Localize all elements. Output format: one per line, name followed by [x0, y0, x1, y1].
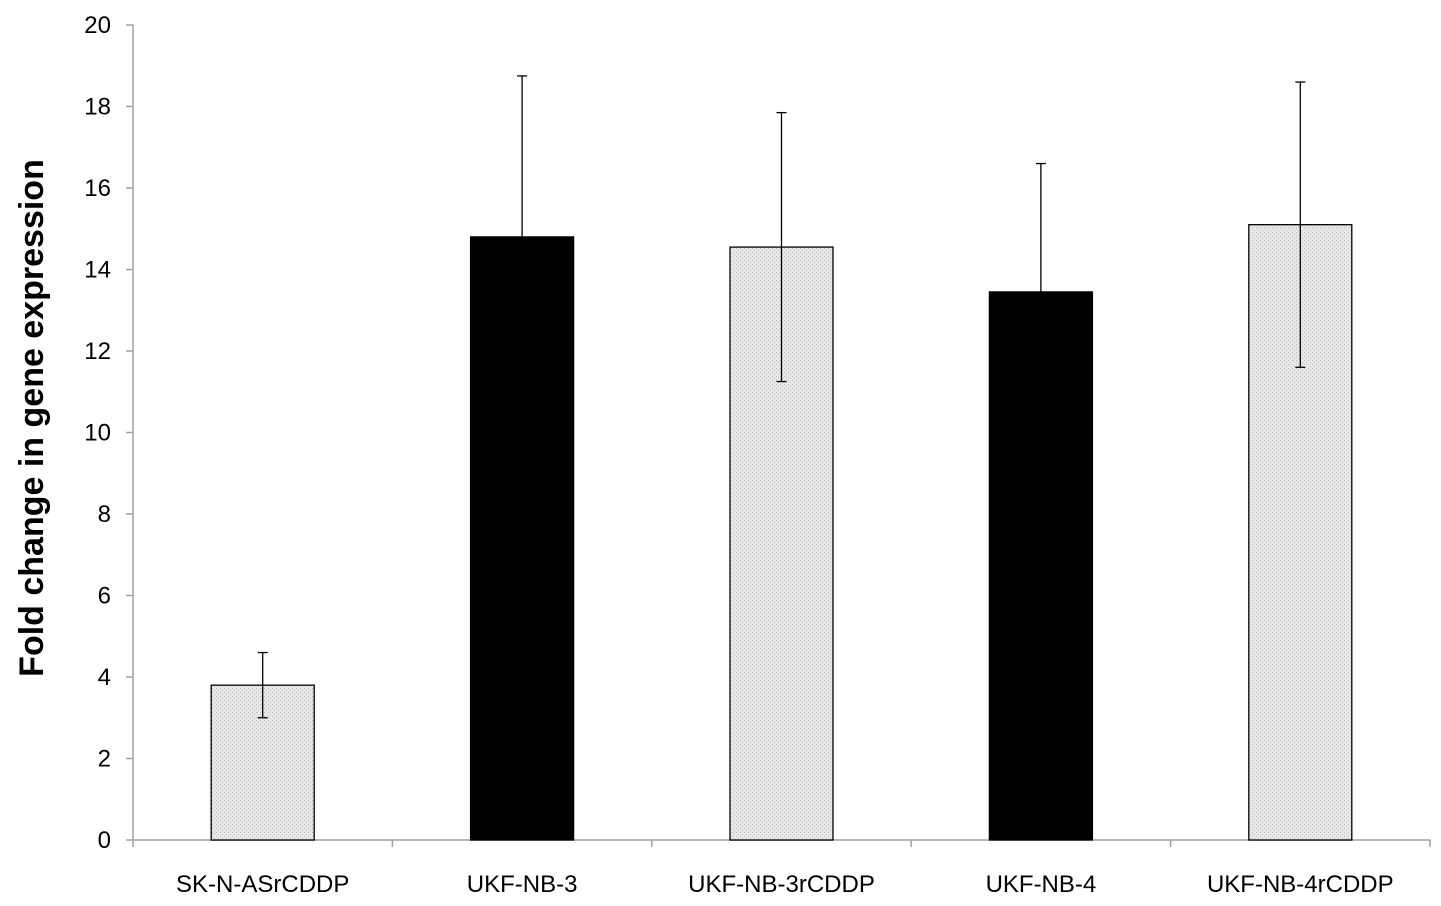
- x-category-label: UKF-NB-4: [986, 871, 1097, 898]
- x-category-label: UKF-NB-3rCDDP: [688, 871, 875, 898]
- y-tick-label: 12: [84, 338, 111, 365]
- x-category-label: UKF-NB-3: [467, 871, 578, 898]
- y-tick-label: 18: [84, 94, 111, 121]
- y-tick-label: 2: [98, 746, 111, 773]
- y-tick-label: 14: [84, 257, 111, 284]
- y-tick-label: 6: [98, 583, 111, 610]
- y-tick-label: 4: [98, 664, 111, 691]
- y-tick-label: 20: [84, 12, 111, 39]
- y-tick-label: 8: [98, 501, 111, 528]
- x-category-label: UKF-NB-4rCDDP: [1207, 871, 1394, 898]
- y-tick-label: 10: [84, 420, 111, 447]
- y-tick-label: 16: [84, 175, 111, 202]
- x-category-label: SK-N-ASrCDDP: [176, 871, 349, 898]
- y-axis-title: Fold change in gene expression: [13, 159, 51, 677]
- y-tick-label: 0: [98, 827, 111, 854]
